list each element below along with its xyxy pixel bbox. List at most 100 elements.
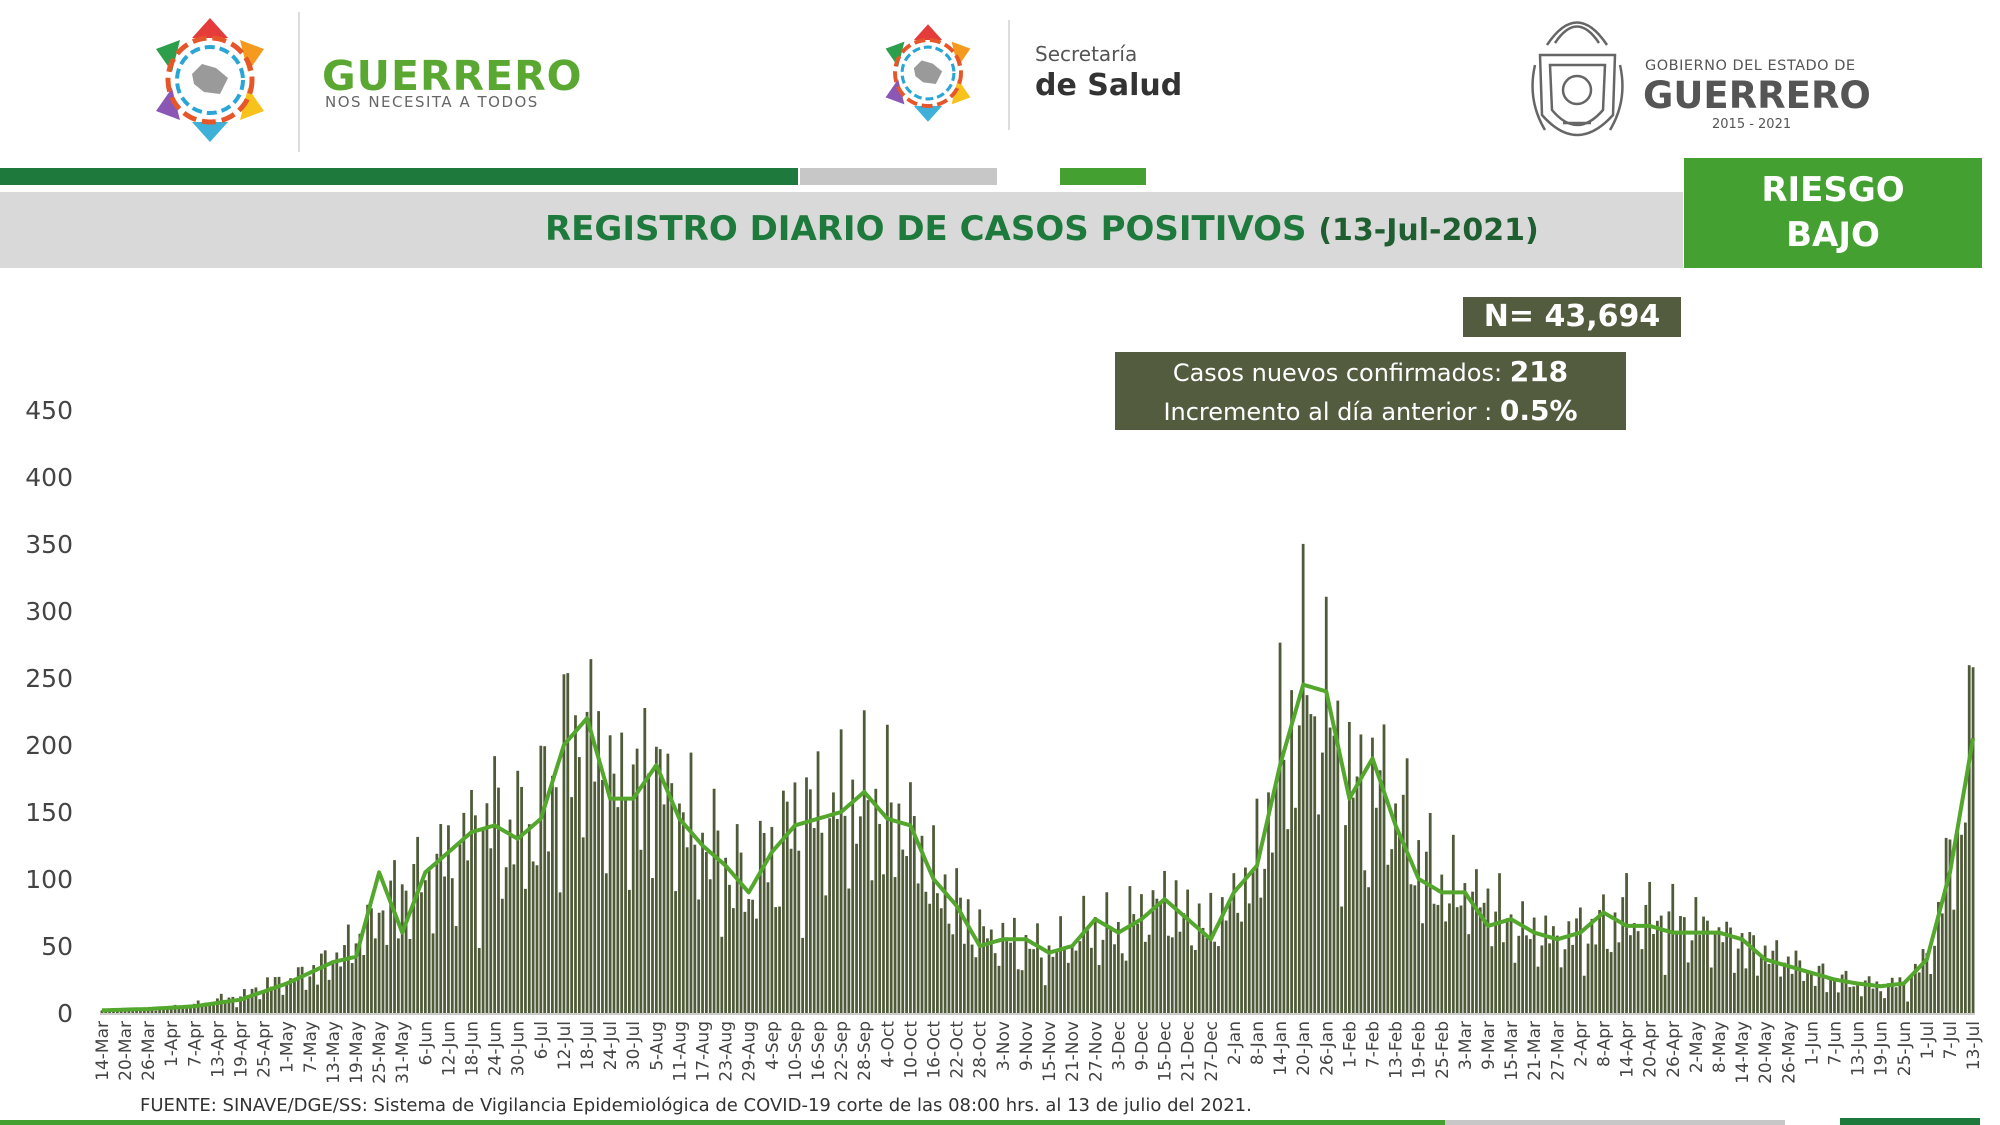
bar: [1802, 980, 1806, 1013]
bar: [277, 976, 281, 1013]
chart-title-main: REGISTRO DIARIO DE CASOS POSITIVOS: [545, 209, 1307, 249]
bar: [685, 847, 689, 1013]
bar: [674, 891, 677, 1013]
bar: [1571, 944, 1575, 1013]
x-tick-label: 25-Jun: [1895, 1021, 1915, 1076]
bar: [577, 757, 581, 1013]
bar: [1116, 921, 1120, 1013]
bar: [1632, 923, 1636, 1013]
bar: [797, 850, 801, 1013]
bar: [1113, 944, 1116, 1013]
bar: [912, 816, 916, 1013]
bar: [701, 832, 704, 1013]
bar: [181, 1008, 185, 1013]
bar: [1806, 972, 1809, 1013]
bar: [1155, 898, 1159, 1013]
bar: [1967, 665, 1971, 1013]
y-tick-label: 350: [25, 530, 73, 559]
bar: [208, 1003, 212, 1013]
bar: [589, 659, 593, 1013]
bar: [928, 903, 932, 1013]
bar: [782, 790, 785, 1013]
bar: [366, 904, 369, 1013]
bar: [747, 898, 751, 1013]
new-cases-value: 218: [1509, 355, 1569, 388]
bar: [1559, 967, 1563, 1013]
bar: [966, 899, 970, 1013]
x-tick-label: 15-Mar: [1502, 1021, 1522, 1081]
bar: [716, 830, 720, 1013]
bar: [1879, 991, 1883, 1013]
bar: [951, 934, 955, 1013]
bar: [1270, 852, 1274, 1013]
bar: [1328, 727, 1332, 1013]
bar: [1424, 851, 1428, 1013]
x-tick-label: 7-May: [301, 1021, 321, 1073]
bar: [720, 936, 724, 1013]
bar: [585, 711, 589, 1013]
increase-row: Incremento al día anterior : 0.5%: [1115, 391, 1626, 430]
bar: [223, 1000, 227, 1013]
bar: [1525, 935, 1528, 1013]
bar: [516, 770, 520, 1013]
bar: [1005, 937, 1009, 1013]
bar: [1963, 822, 1967, 1013]
bar: [693, 844, 697, 1013]
bar: [689, 752, 693, 1013]
bar: [1602, 894, 1605, 1013]
bar: [1717, 927, 1721, 1013]
bar: [1721, 942, 1725, 1013]
bar: [1078, 941, 1082, 1013]
x-tick-label: 2-Apr: [1571, 1021, 1591, 1067]
bar: [373, 938, 377, 1013]
bar: [1448, 903, 1451, 1013]
bar: [562, 674, 566, 1013]
x-tick-label: 20-Apr: [1641, 1021, 1661, 1078]
bar: [662, 804, 666, 1013]
bar: [1351, 797, 1355, 1013]
bar: [504, 867, 508, 1013]
bar: [1463, 883, 1467, 1013]
bar: [943, 874, 947, 1013]
increase-value: 0.5%: [1499, 394, 1578, 427]
bar: [331, 964, 335, 1013]
bar: [1840, 974, 1844, 1013]
bar: [1147, 934, 1151, 1013]
x-tick-label: 9-Dec: [1132, 1021, 1152, 1071]
bar: [978, 909, 982, 1013]
bar: [1725, 921, 1729, 1013]
bar: [1933, 945, 1936, 1013]
bar: [1910, 974, 1913, 1013]
bar: [1297, 725, 1301, 1013]
bar: [250, 988, 254, 1013]
bar: [1898, 977, 1902, 1013]
bar: [1648, 881, 1652, 1013]
bar: [1509, 914, 1513, 1013]
bar: [1605, 948, 1609, 1013]
x-tick-label: 3-Nov: [994, 1021, 1014, 1071]
bar: [1844, 970, 1848, 1013]
bar: [158, 1008, 162, 1013]
bar: [1255, 798, 1259, 1013]
bar: [1143, 941, 1147, 1013]
bar: [1405, 758, 1409, 1013]
bar: [273, 977, 277, 1013]
bar: [119, 1010, 123, 1013]
bar: [866, 800, 870, 1013]
bar: [1363, 870, 1367, 1013]
bar: [1956, 824, 1960, 1013]
total-cases-box: N= 43,694: [1463, 297, 1681, 337]
bar: [874, 788, 878, 1013]
bar: [932, 825, 935, 1013]
bar: [1197, 903, 1201, 1013]
bar: [235, 1007, 239, 1013]
bar: [1274, 783, 1278, 1013]
bar: [165, 1009, 169, 1013]
bar: [654, 746, 658, 1013]
bar: [639, 849, 643, 1013]
bar: [1913, 963, 1917, 1013]
bar: [1001, 922, 1005, 1013]
bar: [266, 977, 269, 1013]
bar: [1886, 983, 1890, 1013]
x-tick-label: 28-Oct: [971, 1021, 991, 1079]
